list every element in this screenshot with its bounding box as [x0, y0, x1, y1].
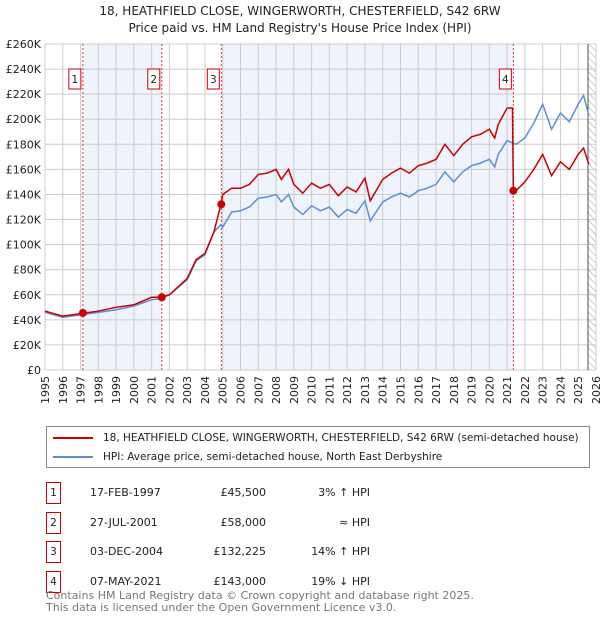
x-tick-label: 2008 [270, 376, 283, 404]
x-tick-label: 2020 [483, 376, 496, 404]
x-tick-label: 1996 [57, 376, 70, 404]
chart-title: 18, HEATHFIELD CLOSE, WINGERWORTH, CHEST… [99, 4, 501, 18]
y-tick-label: £160K [6, 163, 42, 176]
sale-marker-badge: 3 [46, 541, 61, 563]
sale-marker-badge: 2 [46, 512, 61, 534]
x-tick-label: 1995 [39, 376, 52, 404]
x-tick-label: 2013 [359, 376, 372, 404]
y-tick-label: £220K [6, 88, 42, 101]
legend-item-hpi: HPI: Average price, semi-detached house,… [53, 451, 442, 463]
x-tick-label: 2014 [377, 376, 390, 404]
y-tick-label: £200K [6, 113, 42, 126]
sale-label: 4 [502, 74, 509, 86]
sale-label: 2 [150, 74, 157, 86]
x-tick-label: 2018 [448, 376, 461, 404]
x-tick-label: 1999 [110, 376, 123, 404]
x-tick-label: 1997 [75, 376, 88, 404]
sale-label-box [206, 68, 220, 90]
sale-date: 17-FEB-1997 [90, 486, 161, 499]
x-tick-label: 2006 [235, 376, 248, 404]
sale-label-box [147, 68, 161, 90]
legend-swatch [53, 437, 93, 439]
sale-date: 07-MAY-2021 [90, 575, 162, 588]
y-tick-label: £20K [13, 339, 42, 352]
y-tick-label: £40K [13, 314, 42, 327]
footer-copyright: Contains HM Land Registry data © Crown c… [46, 589, 474, 602]
sale-date: 27-JUL-2001 [90, 516, 158, 529]
sale-label: 3 [210, 74, 217, 86]
x-tick-label: 2003 [181, 376, 194, 404]
x-tick-label: 2012 [341, 376, 354, 404]
sale-price: £132,225 [213, 545, 267, 558]
sale-price: £58,000 [220, 516, 267, 529]
x-tick-label: 2007 [252, 376, 265, 404]
sale-point [78, 308, 87, 317]
x-tick-label: 2015 [394, 376, 407, 404]
y-tick-label: £260K [6, 38, 42, 51]
x-tick-label: 2022 [519, 376, 532, 404]
sale-date: 03-DEC-2004 [90, 545, 164, 558]
x-tick-label: 2017 [430, 376, 443, 404]
sale-label-box [68, 68, 82, 90]
sale-point [509, 186, 518, 195]
x-tick-label: 2019 [466, 376, 479, 404]
x-tick-label: 2009 [288, 376, 301, 404]
x-tick-label: 2021 [501, 376, 514, 404]
sale-price: £45,500 [220, 486, 267, 499]
x-tick-label: 2011 [323, 376, 336, 404]
y-tick-label: £140K [6, 188, 42, 201]
x-tick-label: 2004 [199, 376, 212, 404]
x-tick-label: 2025 [572, 376, 585, 404]
x-tick-label: 2016 [412, 376, 425, 404]
sale-point [217, 200, 226, 209]
legend-label: HPI: Average price, semi-detached house,… [103, 451, 443, 463]
sale-label-box [498, 68, 512, 90]
sale-hpi-diff: 3% ↑ HPI [318, 486, 370, 499]
y-tick-label: £80K [13, 264, 42, 277]
sale-hpi-diff: 19% ↓ HPI [311, 575, 370, 588]
x-tick-label: 2010 [306, 376, 319, 404]
sale-hpi-diff: ≈ HPI [339, 516, 370, 529]
y-tick-label: £180K [6, 138, 42, 151]
x-tick-label: 1998 [92, 376, 105, 404]
x-tick-label: 2026 [590, 376, 600, 404]
chart-subtitle: Price paid vs. HM Land Registry's House … [128, 21, 472, 35]
legend: 18, HEATHFIELD CLOSE, WINGERWORTH, CHEST… [46, 426, 590, 468]
x-tick-label: 2000 [128, 376, 141, 404]
sale-point [157, 293, 166, 302]
legend-swatch [53, 456, 93, 458]
sale-marker-badge: 1 [46, 482, 61, 504]
sale-marker-badge: 4 [46, 571, 61, 593]
sale-hpi-diff: 14% ↑ HPI [311, 545, 370, 558]
sale-label: 1 [72, 74, 79, 86]
y-tick-label: £120K [6, 214, 42, 227]
x-tick-label: 2002 [163, 376, 176, 404]
legend-item-property: 18, HEATHFIELD CLOSE, WINGERWORTH, CHEST… [53, 432, 579, 444]
forecast-hatch [587, 44, 596, 370]
y-tick-label: £240K [6, 63, 42, 76]
y-tick-label: £60K [13, 289, 42, 302]
price-chart: £0 £20K £40K £60K £80K £100K £120K £140K £160K £1… [6, 38, 600, 404]
x-tick-label: 2005 [217, 376, 230, 404]
footer-licence: This data is licensed under the Open Gov… [46, 601, 397, 614]
x-tick-label: 2024 [554, 376, 567, 404]
x-tick-label: 2023 [537, 376, 550, 404]
y-tick-label: £100K [6, 239, 42, 252]
y-tick-label: £0 [27, 364, 41, 377]
ownership-shading [82, 44, 162, 370]
legend-label: 18, HEATHFIELD CLOSE, WINGERWORTH, CHEST… [103, 432, 579, 444]
sale-price: £143,000 [213, 575, 267, 588]
x-tick-label: 2001 [146, 376, 159, 404]
